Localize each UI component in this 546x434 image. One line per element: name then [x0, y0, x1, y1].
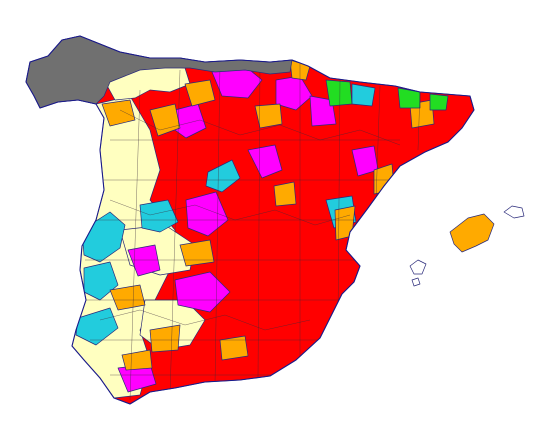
orange-region-9 [179, 239, 215, 267]
orange-region-4 [254, 103, 283, 129]
green-region-1 [325, 79, 353, 107]
cyan-region-5 [205, 159, 241, 193]
cyan-region-2 [139, 199, 179, 233]
orange-region-14 [121, 349, 153, 371]
district-borders [80, 61, 421, 401]
magenta-region-south-3 [127, 244, 161, 277]
orange-region-1 [101, 99, 136, 127]
ibiza-island [409, 259, 427, 275]
orange-region-3 [184, 79, 216, 107]
formentera-island [411, 277, 421, 287]
mallorca-island [449, 213, 495, 253]
green-region-3 [429, 93, 449, 111]
cyan-region-6 [351, 83, 376, 107]
orange-region-10 [149, 324, 181, 353]
cyan-region-4 [75, 307, 119, 346]
menorca-island [503, 205, 525, 219]
orange-region-8 [109, 284, 146, 311]
orange-region-12 [219, 335, 249, 361]
orange-region-7 [334, 205, 356, 241]
mainland-coastline [25, 35, 475, 405]
orange-region-13 [273, 181, 297, 207]
magenta-region-center-2 [247, 144, 283, 179]
orange-region-2 [149, 103, 181, 137]
